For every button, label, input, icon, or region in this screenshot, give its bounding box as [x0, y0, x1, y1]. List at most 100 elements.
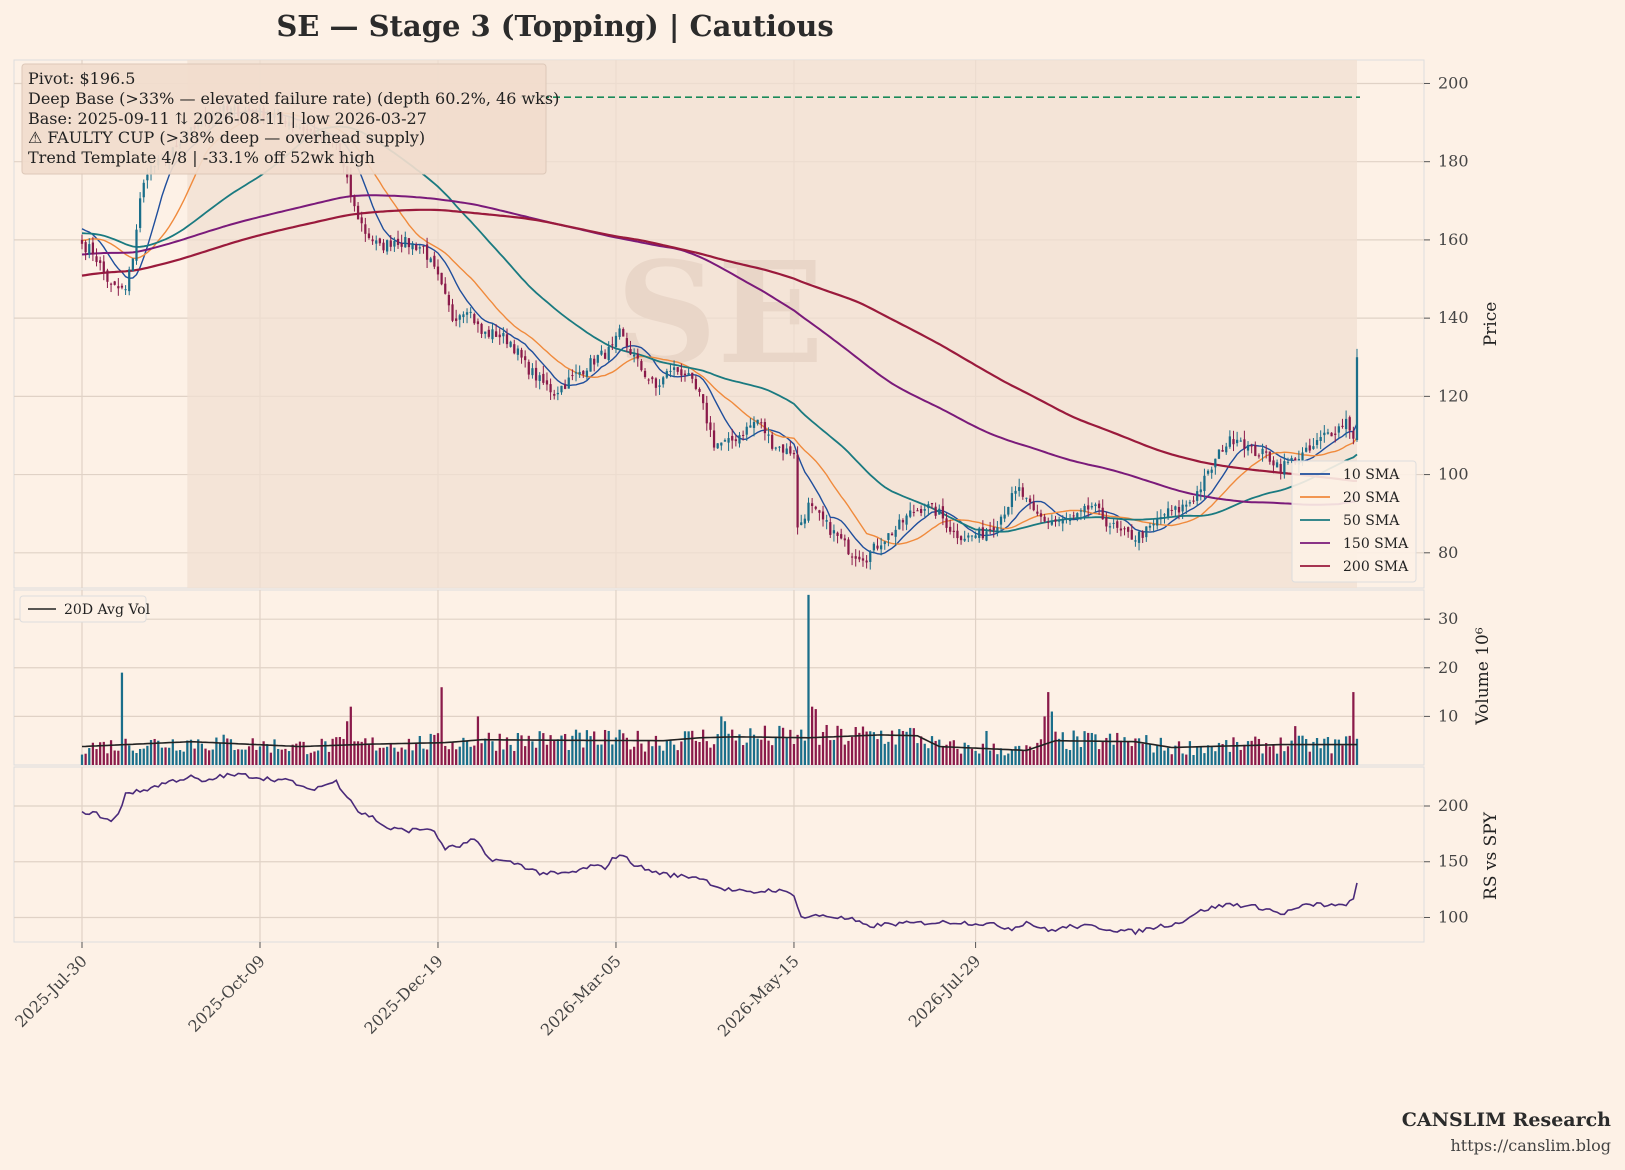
volume-bar: [502, 749, 505, 765]
chart-title: SE — Stage 3 (Topping) | Cautious: [276, 9, 833, 43]
volume-bar: [785, 737, 788, 765]
candle-body: [752, 422, 756, 428]
candle-body: [106, 270, 109, 282]
volume-bar: [346, 721, 349, 765]
candle-body: [1206, 470, 1210, 474]
price-y-ticks: 80 100 120 140 160 180 200: [1424, 73, 1469, 562]
volume-bar: [389, 743, 392, 765]
volume-bar: [560, 735, 563, 765]
volume-bar: [705, 741, 708, 765]
candle-body: [796, 454, 799, 528]
volume-bar: [731, 729, 734, 765]
volume-bar: [1032, 749, 1035, 765]
volume-bar: [1188, 741, 1192, 765]
candle-body: [1170, 509, 1173, 511]
candle-body: [1203, 475, 1206, 492]
volume-bar: [858, 732, 861, 765]
volume-bar: [142, 748, 145, 765]
volume-bar: [978, 753, 981, 765]
candle-body: [1272, 460, 1275, 466]
volume-bar: [578, 732, 581, 765]
volume-bar: [233, 750, 236, 765]
volume-bar: [949, 741, 952, 765]
volume-bar: [607, 730, 610, 765]
volume-bar: [600, 744, 603, 765]
candle-body: [941, 506, 945, 519]
candle-body: [498, 334, 501, 338]
volume-bar: [186, 740, 189, 765]
volume-bar: [778, 725, 781, 765]
rs-tick-label: 100: [1438, 907, 1469, 926]
candle-body: [433, 255, 436, 267]
volume-bar: [302, 741, 305, 765]
volume-bar: [458, 746, 461, 765]
volume-bar: [1127, 741, 1130, 765]
volume-bar: [280, 749, 283, 765]
candle-body: [99, 260, 102, 264]
volume-bar: [745, 742, 748, 765]
candle-body: [814, 506, 817, 509]
candle-body: [124, 289, 127, 291]
volume-bar: [1192, 755, 1195, 765]
volume-bar: [128, 745, 131, 765]
volume-bar: [992, 743, 995, 765]
volume-bar: [400, 747, 403, 765]
volume-bar: [771, 745, 774, 765]
candle-body: [781, 444, 785, 453]
volume-bar: [549, 735, 552, 765]
volume-bar: [1265, 743, 1268, 765]
volume-bar: [792, 744, 796, 765]
candle-body: [861, 558, 865, 561]
volume-bar: [418, 736, 421, 765]
volume-bar: [651, 746, 654, 765]
volume-bar: [1250, 740, 1253, 765]
candle-body: [669, 370, 672, 372]
avg-volume-line: [81, 734, 1357, 752]
volume-bar: [509, 744, 512, 765]
candle-body: [963, 538, 966, 541]
volume-bar: [574, 729, 578, 765]
volume-bar: [603, 729, 607, 765]
volume-bar: [255, 749, 258, 765]
candle-body: [524, 356, 527, 361]
candle-body: [912, 511, 915, 513]
volume-bar: [444, 745, 447, 765]
volume-bar: [295, 743, 298, 765]
annotation-line-5: Trend Template 4/8 | -33.1% off 52wk hig…: [28, 148, 375, 167]
candle-body: [444, 283, 447, 294]
candle-body: [1159, 517, 1162, 520]
volume-bar: [676, 750, 679, 765]
volume-bar: [153, 738, 156, 765]
volume-bar: [178, 750, 182, 765]
volume-bar: [277, 749, 280, 765]
volume-bar: [970, 748, 974, 765]
candle-body: [643, 370, 647, 377]
volume-bar: [1312, 741, 1315, 765]
candle-body: [1028, 498, 1032, 503]
x-tick-label: 2026-May-15: [714, 951, 803, 1040]
candle-body: [1254, 445, 1257, 456]
volume-bar: [95, 749, 98, 765]
x-tick-label: 2026-Jul-29: [905, 951, 985, 1031]
candle-body: [654, 378, 658, 388]
volume-bar: [1225, 740, 1228, 765]
candle-body: [1257, 455, 1261, 457]
volume-bar: [378, 747, 381, 765]
volume-bar: [404, 749, 407, 765]
volume-y-ticks: 10 20 30: [1424, 609, 1458, 725]
candle-body: [91, 242, 95, 255]
volume-bar: [996, 754, 999, 765]
candle-body: [128, 269, 131, 292]
candle-body: [716, 443, 719, 449]
volume-bar: [1268, 746, 1271, 765]
candle-body: [705, 402, 708, 424]
candle-body: [683, 373, 687, 376]
volume-bar: [545, 744, 549, 765]
candle-body: [923, 509, 926, 511]
volume-bar: [723, 721, 727, 765]
volume-bar: [556, 739, 559, 765]
candle-body: [582, 370, 585, 375]
volume-bar: [585, 730, 589, 765]
candle-body: [763, 422, 767, 434]
volume-bar: [952, 740, 955, 765]
